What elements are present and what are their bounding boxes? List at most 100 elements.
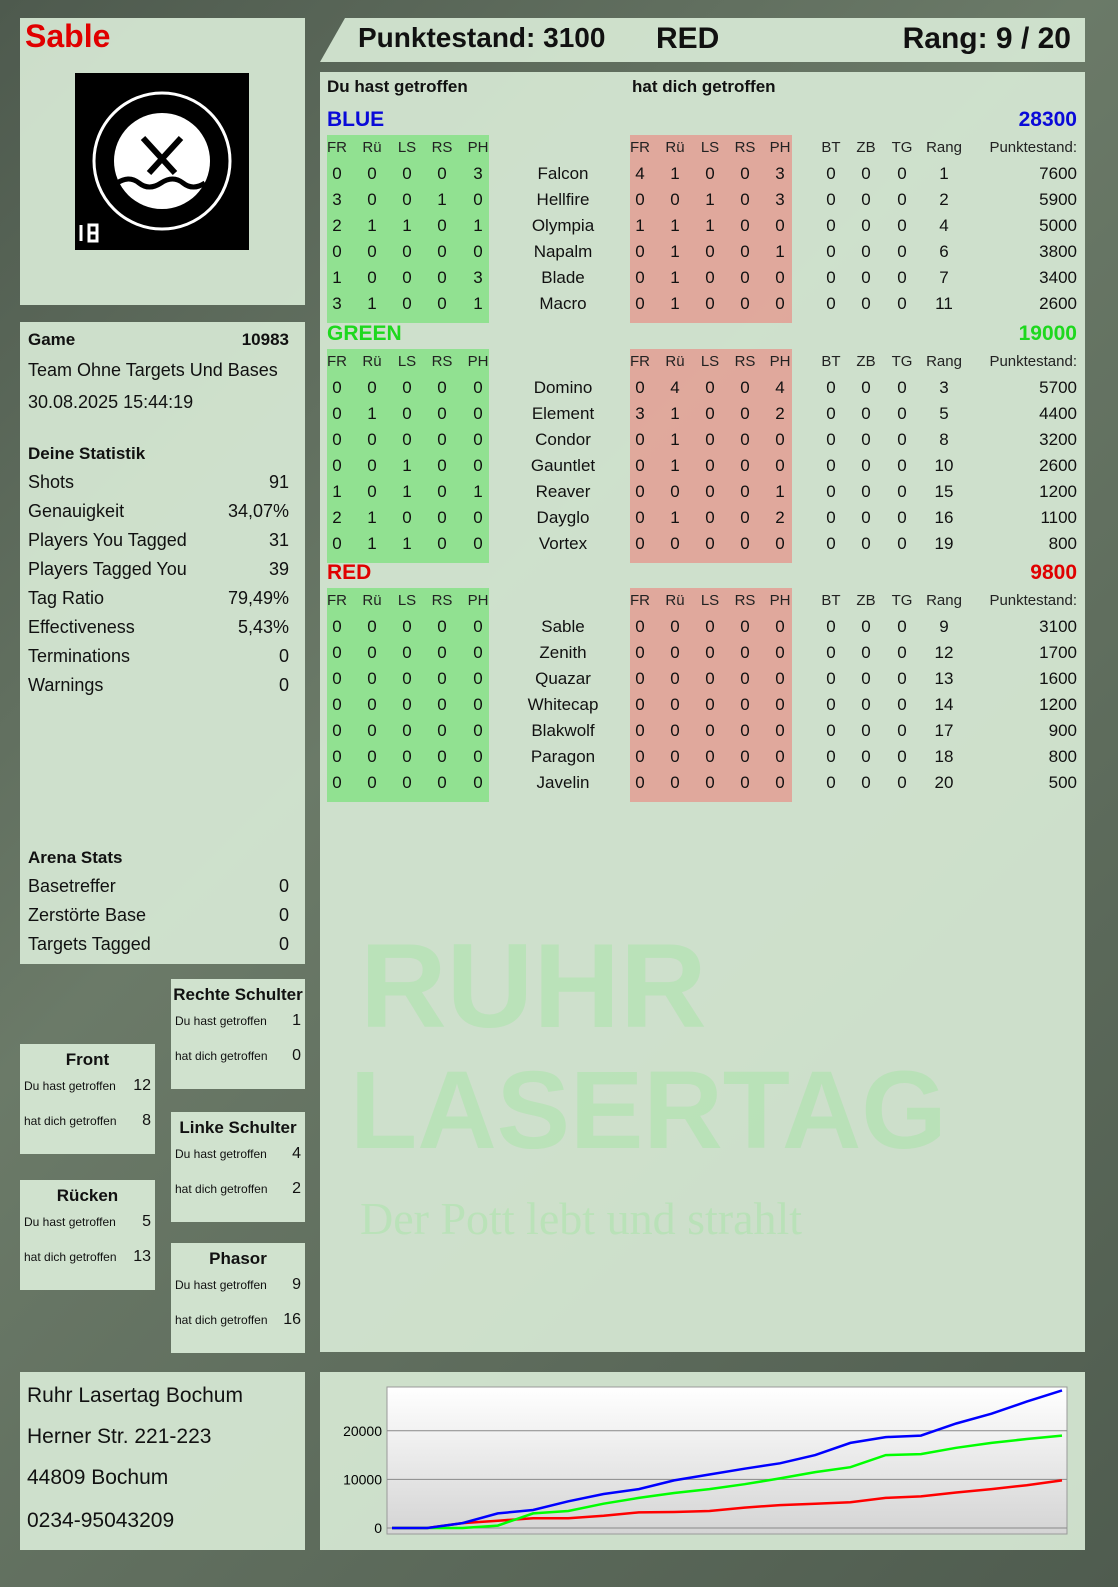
stat-Rü: 1 [670, 268, 680, 287]
col-header-FR: FR [630, 592, 650, 609]
stat-row: Tag Ratio 79,49% [28, 588, 289, 609]
series-line [392, 1434, 1063, 1530]
you-hit-PH: 0 [473, 508, 483, 527]
table-row[interactable]: 0 0 0 0 0 Zenith 0 0 0 0 0 0 0 0 12 1700 [320, 643, 1085, 669]
stat-PH: 2 [775, 404, 785, 423]
stat-TG: 0 [897, 773, 907, 792]
stat-Rü: 1 [670, 242, 680, 261]
stat-ZB: 0 [861, 534, 871, 553]
stat-Rü: 0 [670, 695, 680, 714]
col-header-FR: FR [327, 592, 347, 609]
table-row[interactable]: 0 1 0 0 0 Element 3 1 0 0 2 0 0 0 5 4400 [320, 404, 1085, 430]
col-header-Rang: Rang [926, 353, 962, 370]
stat-RS: 0 [740, 747, 750, 766]
you-hit-Rü: 1 [367, 508, 377, 527]
player-name: Vortex [538, 534, 588, 553]
player-name: Sable [25, 18, 111, 54]
you-hit-RS: 0 [437, 404, 447, 423]
stat-LS: 0 [705, 773, 715, 792]
you-hit-PH: 1 [473, 482, 483, 501]
player-name: Quazar [535, 669, 591, 688]
table-row[interactable]: 0 0 0 0 0 Javelin 0 0 0 0 0 0 0 0 20 500 [320, 773, 1085, 799]
score-header: Punktestand: 3100 RED Rang: 9 / 20 [320, 18, 1085, 62]
stat-label: Effectiveness [28, 617, 135, 637]
you-hit-PH: 0 [473, 695, 483, 714]
player-points: 7600 [1039, 164, 1077, 183]
stat-TG: 0 [897, 242, 907, 261]
stat-TG: 0 [897, 294, 907, 313]
stat-Rang: 19 [934, 534, 954, 553]
table-row[interactable]: 0 0 0 0 0 Paragon 0 0 0 0 0 0 0 0 18 800 [320, 747, 1085, 773]
y-tick-label: 0 [374, 1520, 382, 1536]
table-row[interactable]: 0 0 0 0 0 Blakwolf 0 0 0 0 0 0 0 0 17 900 [320, 721, 1085, 747]
you-hit-Rü: 0 [367, 643, 377, 662]
stat-Rang: 2 [939, 190, 949, 209]
table-row[interactable]: 0 0 0 0 0 Domino 0 4 0 0 4 0 0 0 3 5700 [320, 378, 1085, 404]
player-name: Paragon [530, 747, 596, 766]
stat-PH: 1 [775, 482, 785, 501]
stat-BT: 0 [826, 643, 836, 662]
table-row[interactable]: 0 0 0 0 0 Condor 0 1 0 0 0 0 0 0 8 3200 [320, 430, 1085, 456]
table-row[interactable]: 0 1 1 0 0 Vortex 0 0 0 0 0 0 0 0 19 800 [320, 534, 1085, 560]
player-name: Hellfire [536, 190, 590, 209]
stat-PH: 0 [775, 773, 785, 792]
stat-FR: 0 [635, 190, 645, 209]
you-hit-FR: 0 [332, 378, 342, 397]
stat-RS: 0 [740, 482, 750, 501]
table-row[interactable]: 3 1 0 0 1 Macro 0 1 0 0 0 0 0 0 11 2600 [320, 294, 1085, 320]
zone-hit-you-label: hat dich getroffen [24, 1114, 117, 1128]
stat-BT: 0 [826, 190, 836, 209]
arena-row: Basetreffer 0 [28, 876, 289, 897]
stat-PH: 3 [775, 164, 785, 183]
stat-TG: 0 [897, 669, 907, 688]
stat-RS: 0 [740, 643, 750, 662]
table-row[interactable]: 0 0 0 0 3 Falcon 4 1 0 0 3 0 0 0 1 7600 [320, 164, 1085, 190]
zone-you-hit-value: 12 [133, 1077, 151, 1094]
col-header-LS: LS [397, 592, 417, 609]
table-row[interactable]: 3 0 0 1 0 Hellfire 0 0 1 0 3 0 0 0 2 5900 [320, 190, 1085, 216]
stat-LS: 0 [705, 747, 715, 766]
you-hit-RS: 0 [437, 216, 447, 235]
stat-ZB: 0 [861, 508, 871, 527]
col-header-PH: PH [467, 139, 489, 156]
table-row[interactable]: 1 0 0 0 3 Blade 0 1 0 0 0 0 0 0 7 3400 [320, 268, 1085, 294]
table-row[interactable]: 0 0 0 0 0 Sable 0 0 0 0 0 0 0 0 9 3100 [320, 617, 1085, 643]
hit-you-bg [630, 349, 792, 563]
player-points: 1200 [1039, 695, 1077, 714]
team-name: GREEN [327, 322, 402, 345]
you-hit-RS: 0 [437, 617, 447, 636]
table-row[interactable]: 2 1 0 0 0 Dayglo 0 1 0 0 2 0 0 0 16 1100 [320, 508, 1085, 534]
you-hit-Rü: 0 [367, 617, 377, 636]
you-hit-RS: 0 [437, 508, 447, 527]
stat-row: Players Tagged You 39 [28, 559, 289, 580]
stat-BT: 0 [826, 164, 836, 183]
table-row[interactable]: 0 0 0 0 0 Napalm 0 1 0 0 1 0 0 0 6 3800 [320, 242, 1085, 268]
stat-BT: 0 [826, 669, 836, 688]
team-score: 19000 [1018, 322, 1077, 345]
you-hit-RS: 0 [437, 643, 447, 662]
table-row[interactable]: 1 0 1 0 1 Reaver 0 0 0 0 1 0 0 0 15 1200 [320, 482, 1085, 508]
table-row[interactable]: 0 0 1 0 0 Gauntlet 0 1 0 0 0 0 0 0 10 2600 [320, 456, 1085, 482]
stat-Rang: 11 [935, 294, 953, 313]
series-line [392, 1479, 1063, 1530]
stat-label: Tag Ratio [28, 588, 105, 608]
stat-RS: 0 [740, 190, 750, 209]
arena-label: Targets Tagged [28, 934, 151, 954]
you-hit-Rü: 0 [367, 164, 377, 183]
table-row[interactable]: 0 0 0 0 0 Whitecap 0 0 0 0 0 0 0 0 14 1200 [320, 695, 1085, 721]
stat-LS: 1 [705, 190, 715, 209]
you-hit-RS: 0 [437, 430, 447, 449]
you-hit-FR: 0 [332, 456, 342, 475]
table-row[interactable]: 2 1 1 0 1 Olympia 1 1 1 0 0 0 0 0 4 5000 [320, 216, 1085, 242]
you-hit-LS: 0 [402, 721, 412, 740]
zone-you-hit-label: Du hast getroffen [24, 1079, 116, 1093]
stat-Rü: 1 [670, 456, 680, 475]
stat-LS: 0 [705, 508, 715, 527]
col-header-LS: LS [700, 592, 720, 609]
game-id: 10983 [241, 330, 289, 349]
stat-Rü: 1 [670, 508, 680, 527]
stat-LS: 0 [705, 482, 715, 501]
stat-ZB: 0 [861, 695, 871, 714]
table-row[interactable]: 0 0 0 0 0 Quazar 0 0 0 0 0 0 0 0 13 1600 [320, 669, 1085, 695]
stat-Rang: 4 [939, 216, 949, 235]
